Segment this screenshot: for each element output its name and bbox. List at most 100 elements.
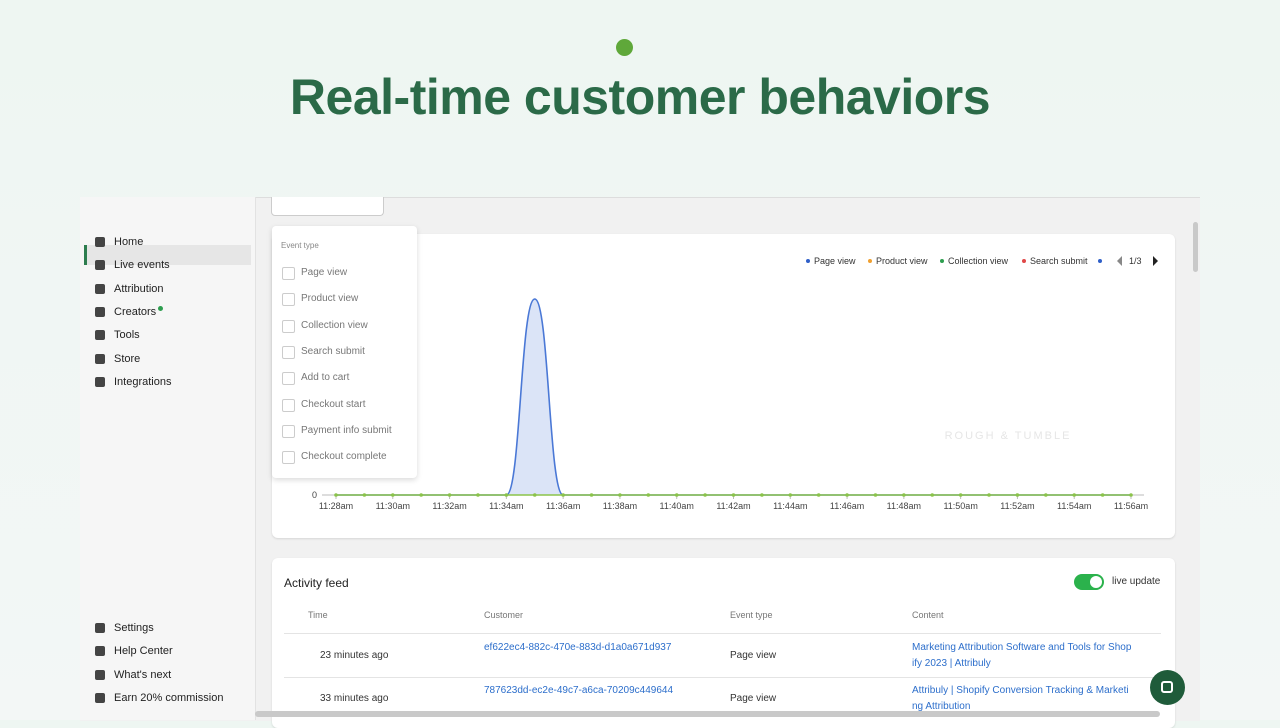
x-tick-label: 11:54am [1057,501,1091,511]
nav-item[interactable]: Help Center [95,641,173,661]
active-highlight [84,245,251,265]
nav-item[interactable]: Settings [95,618,154,638]
legend-label: Collection view [948,256,1009,266]
scrollbar [255,711,1160,717]
nav-item[interactable]: Live events [95,255,170,275]
event-option[interactable]: Product view [282,292,358,307]
data-point [674,493,679,497]
watermark: ROUGH & TUMBLE [945,430,1072,442]
event-option[interactable]: Search submit [282,345,365,359]
table-cell[interactable]: Marketing Attribution Software and Tools… [912,642,1132,669]
legend-marker [940,259,944,263]
x-tick-label: 11:50am [943,501,977,511]
data-point [334,493,338,497]
table-cell: Page view [730,693,777,704]
data-point [788,493,793,497]
activity-title: Activity feed [284,576,349,590]
nav-item[interactable]: Home [95,232,143,252]
hero-title: Real-time customer behaviors [289,69,991,125]
activity-card: Activity feed live update Time Customer Ev… [272,558,1175,728]
toggle-label: live update [1112,576,1161,587]
legend-marker [1098,259,1102,263]
x-tick-label: 11:46am [830,501,864,511]
x-tick-label: 11:30am [376,501,410,511]
nav-item[interactable]: Attribution [95,279,164,299]
data-point [390,493,395,497]
x-tick-label: 11:42am [716,501,750,511]
data-point [703,493,707,497]
event-option[interactable]: Checkout complete [282,450,387,465]
toggle[interactable] [1074,574,1104,590]
divider [284,633,1161,634]
x-tick-label: 11:28am [319,501,353,511]
dropdown-title: Event type [281,241,319,250]
y-tick-label: 0 [312,490,317,500]
data-point [902,493,906,497]
divider [284,677,1161,678]
nav-item[interactable]: Earn 20% commission [95,688,223,708]
legend-prev[interactable] [1117,256,1122,266]
table-cell: Page view [730,650,777,661]
event-option[interactable]: Add to cart [282,371,349,386]
data-point [987,493,991,497]
legend-label: Product view [876,256,928,266]
column-header: Customer [484,610,524,620]
data-point [618,493,622,497]
table-cell: 23 minutes ago [320,650,389,661]
data-point [1015,493,1020,497]
sidebar: Home Live events Attribution Creators Tools S… [80,197,256,720]
x-tick-label: 11:48am [887,501,921,511]
x-tick-label: 11:40am [660,501,694,511]
data-point [930,493,935,497]
nav-item[interactable]: Store [95,349,140,369]
data-point [731,493,736,497]
data-point [589,493,594,497]
event-option[interactable]: Payment info submit [282,424,392,438]
nav-item[interactable]: Integrations [95,372,171,392]
event-option[interactable]: Collection view [282,319,368,333]
nav-item[interactable]: Tools [95,325,140,345]
legend-label: Page view [814,256,856,266]
data-point [561,493,565,497]
select[interactable] [271,197,384,216]
series-line [336,298,1131,496]
chart: ROUGH & TUMBLE 011:28am 11:30am 11:32am 11:3… [312,256,1158,511]
data-point [1100,493,1105,497]
legend-label: Search submit [1030,256,1088,266]
legend-page: 1/3 [1129,256,1142,266]
x-tick-label: 11:34am [489,501,523,511]
nav-item[interactable]: What's next [95,665,171,685]
table-cell[interactable]: 787623dd-ec2e-49c7-a6ca-70209c449644 [484,685,674,696]
data-point [362,493,367,497]
event-option[interactable]: Checkout start [282,398,365,412]
x-tick-label: 11:38am [603,501,637,511]
data-point [816,493,821,497]
data-point [760,493,764,497]
data-point [958,493,963,497]
data-point [476,493,480,497]
table-cell[interactable]: ef622ec4-882c-470e-883d-d1a0a671d937 [484,642,672,653]
x-tick-label: 11:36am [546,501,580,511]
x-tick-label: 11:32am [432,501,466,511]
chat-button[interactable] [1150,670,1185,705]
data-point [873,493,878,497]
table-cell: 33 minutes ago [320,693,389,704]
table-cell[interactable]: Attribuly | Shopify Conversion Tracking … [912,685,1129,712]
legend-marker [868,259,872,263]
data-point [504,493,509,497]
nav-item[interactable]: Creators [95,302,164,322]
column-header: Time [308,610,328,620]
data-point [532,493,537,497]
x-tick-label: 11:52am [1000,501,1034,511]
series-area [336,299,1131,495]
legend-marker [806,259,810,263]
column-header: Event type [730,610,773,620]
event-option[interactable]: Page view [282,266,347,280]
logo [616,39,633,56]
legend-next[interactable] [1153,256,1158,266]
legend-marker [1022,259,1026,263]
data-point [845,493,849,497]
data-point [1044,493,1048,497]
x-tick-label: 11:56am [1114,501,1148,511]
